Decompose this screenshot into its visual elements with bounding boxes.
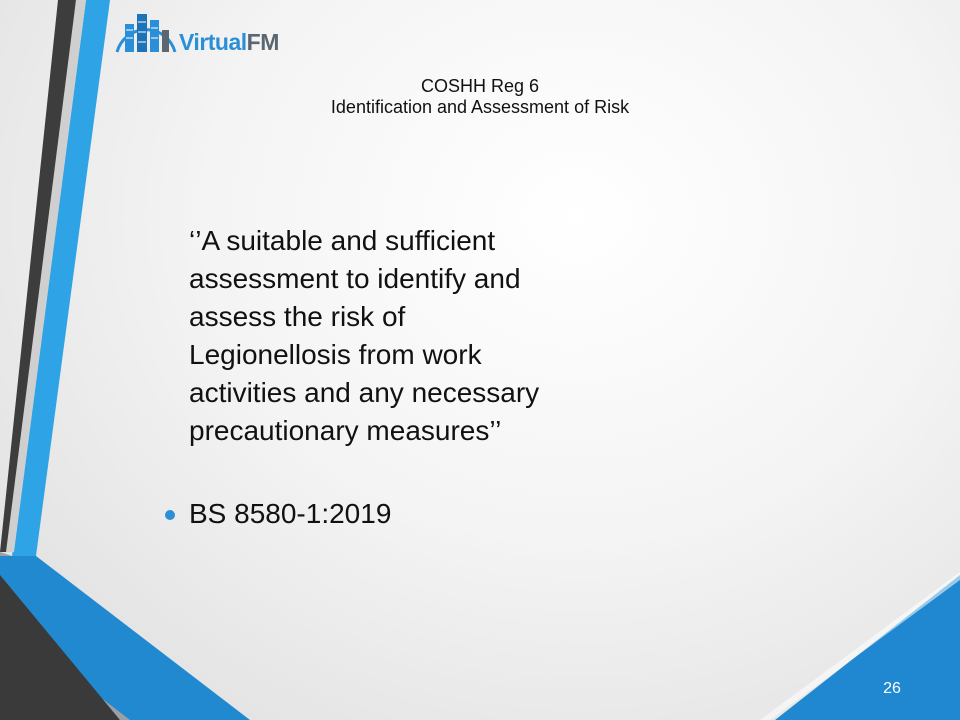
bottom-dark-band (0, 575, 120, 720)
logo-text-fm: FM (246, 29, 280, 55)
slide-title-line-1: COSHH Reg 6 (420, 76, 540, 96)
bottom-right-light-edge (760, 572, 960, 720)
page-number: 26 (883, 680, 901, 697)
left-thin-stripe (6, 0, 86, 552)
left-dark-stripe (0, 0, 76, 552)
building-logo-icon (115, 14, 177, 53)
quote-text: ‘’A suitable and sufficient assessment t… (189, 225, 540, 446)
bottom-blue-band (0, 556, 250, 720)
logo-wordmark: VirtualFM (179, 31, 279, 54)
bullet-dot-icon (165, 510, 175, 520)
slide-title-line-2: Identification and Assessment of Risk (330, 97, 630, 117)
virtualfm-logo: VirtualFM (113, 4, 313, 56)
slide-title: COSHH Reg 6 Identification and Assessmen… (240, 76, 720, 118)
bullet-text: BS 8580-1:2019 (189, 498, 392, 529)
logo-text-virtual: Virtual (179, 29, 247, 55)
bullet-item: BS 8580-1:2019 (165, 495, 391, 533)
left-blue-stripe (12, 0, 110, 556)
